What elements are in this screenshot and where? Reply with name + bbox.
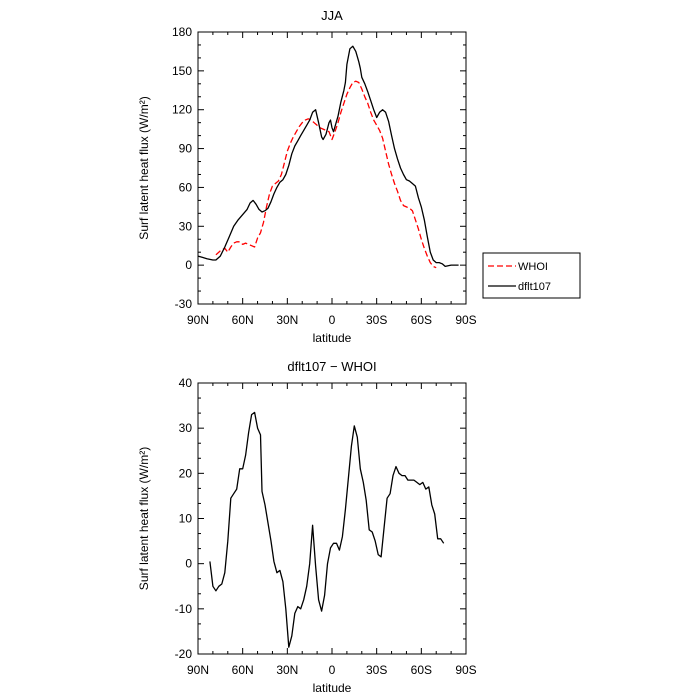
x-tick-label: 90S xyxy=(455,663,476,677)
x-tick-label: 30N xyxy=(276,313,298,327)
plot-frame xyxy=(197,382,467,655)
series-line xyxy=(209,411,445,648)
x-tick-label: 90S xyxy=(455,313,476,327)
x-tick-label: 30S xyxy=(366,313,387,327)
legend-box xyxy=(482,252,581,299)
y-tick-label: 0 xyxy=(185,557,192,571)
x-tick-label: 90N xyxy=(187,663,209,677)
bottom-panel: dflt107 − WHOI 90N 60N 30N 0 30S 60S 90S -20 -1… xyxy=(137,359,477,695)
y-tick-label: -30 xyxy=(175,297,193,311)
x-tick-label: 60S xyxy=(411,663,432,677)
x-tick-label: 60N xyxy=(232,313,254,327)
x-axis-label: latitude xyxy=(313,681,352,695)
series-lines xyxy=(209,411,445,648)
top-panel: JJA 90N 60N 30N 0 30S 60S 90S -30 0 30 60 90 120 150… xyxy=(137,8,581,345)
x-tick-label: 0 xyxy=(329,313,336,327)
series-lines xyxy=(197,45,459,269)
y-axis-label: Surf latent heat flux (W/m²) xyxy=(137,447,151,590)
y-tick-label: 30 xyxy=(179,219,193,233)
y-axis: -30 0 30 60 90 120 150 180 xyxy=(172,25,466,311)
y-tick-label: -10 xyxy=(175,602,193,616)
y-tick-label: 0 xyxy=(185,258,192,272)
y-tick-label: 120 xyxy=(172,103,192,117)
y-tick-label: 60 xyxy=(179,180,193,194)
y-tick-label: 20 xyxy=(179,466,193,480)
y-tick-label: 90 xyxy=(179,142,193,156)
chart-title: dflt107 − WHOI xyxy=(287,359,376,374)
series-line-whoi xyxy=(215,80,437,269)
y-axis: -20 -10 0 10 20 30 40 xyxy=(175,376,466,661)
x-axis-label: latitude xyxy=(313,331,352,345)
chart-title: JJA xyxy=(321,8,343,23)
y-tick-label: 180 xyxy=(172,25,192,39)
plot-frame xyxy=(197,31,467,305)
x-tick-label: 30N xyxy=(276,663,298,677)
y-axis-label: Surf latent heat flux (W/m²) xyxy=(137,96,151,239)
x-axis: 90N 60N 30N 0 30S 60S 90S xyxy=(187,32,477,327)
x-tick-label: 0 xyxy=(329,663,336,677)
legend: WHOI dflt107 xyxy=(482,252,581,299)
y-tick-label: 150 xyxy=(172,64,192,78)
y-tick-label: 30 xyxy=(179,421,193,435)
legend-label-whoi: WHOI xyxy=(518,261,548,273)
y-tick-label: 40 xyxy=(179,376,193,390)
x-tick-label: 90N xyxy=(187,313,209,327)
x-tick-label: 60N xyxy=(232,663,254,677)
legend-label-dflt107: dflt107 xyxy=(518,281,551,293)
y-tick-label: 10 xyxy=(179,512,193,526)
series-line-dflt107 xyxy=(197,45,459,268)
y-tick-label: -20 xyxy=(175,647,193,661)
x-axis: 90N 60N 30N 0 30S 60S 90S xyxy=(187,383,477,677)
x-tick-label: 30S xyxy=(366,663,387,677)
x-tick-label: 60S xyxy=(411,313,432,327)
